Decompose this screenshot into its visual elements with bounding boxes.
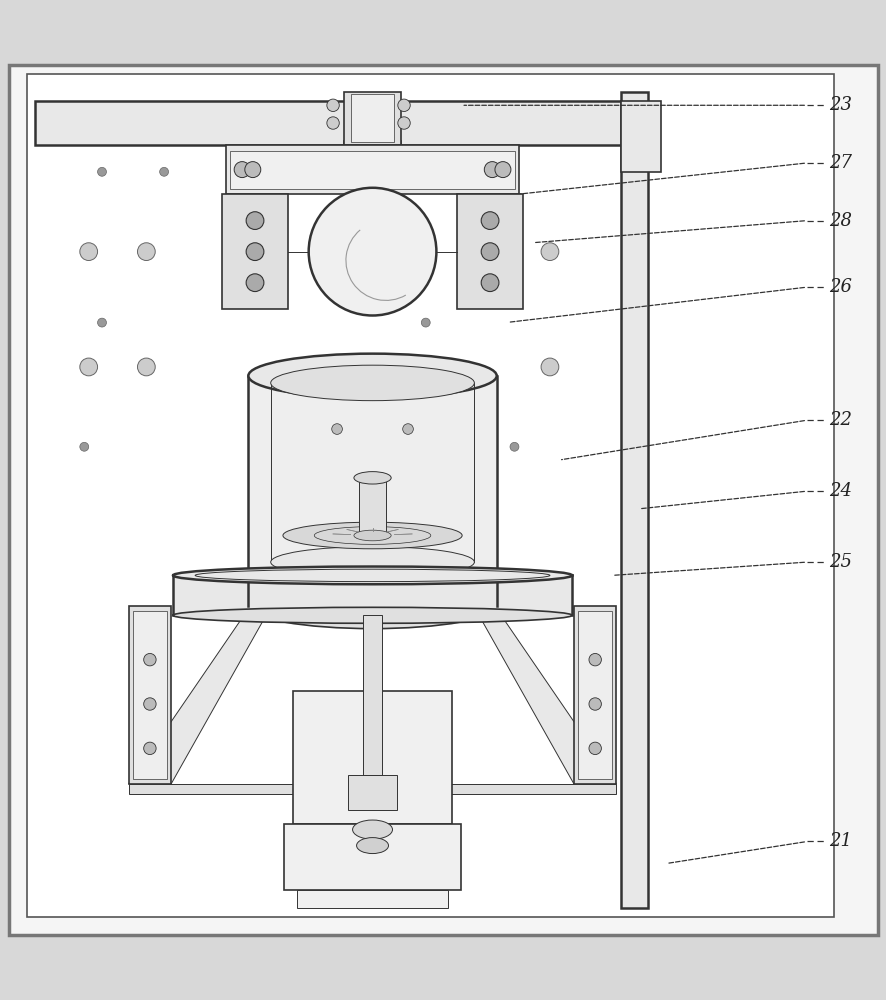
Circle shape: [308, 188, 436, 316]
Polygon shape: [128, 615, 266, 784]
Ellipse shape: [248, 584, 496, 629]
Circle shape: [326, 99, 338, 111]
Circle shape: [137, 358, 155, 376]
Circle shape: [588, 742, 601, 755]
Bar: [222, 194, 288, 309]
Ellipse shape: [173, 607, 571, 623]
Circle shape: [80, 243, 97, 261]
Circle shape: [144, 698, 156, 710]
Bar: [226, 145, 518, 194]
Circle shape: [245, 274, 263, 292]
Circle shape: [245, 243, 263, 261]
Bar: [362, 615, 382, 775]
Ellipse shape: [356, 838, 388, 854]
Ellipse shape: [248, 354, 496, 398]
Bar: [297, 890, 447, 908]
Circle shape: [144, 653, 156, 666]
Circle shape: [97, 167, 106, 176]
Circle shape: [588, 698, 601, 710]
Circle shape: [494, 162, 510, 178]
Text: 21: 21: [828, 832, 851, 850]
Bar: [578, 611, 611, 779]
Text: 27: 27: [828, 154, 851, 172]
Ellipse shape: [270, 365, 474, 401]
Circle shape: [480, 274, 498, 292]
Bar: [128, 606, 171, 784]
Circle shape: [509, 442, 518, 451]
Text: 22: 22: [828, 411, 851, 429]
Circle shape: [421, 318, 430, 327]
Circle shape: [245, 162, 260, 178]
Bar: [456, 194, 523, 309]
Ellipse shape: [270, 547, 474, 578]
Circle shape: [80, 358, 97, 376]
Text: 25: 25: [828, 553, 851, 571]
Bar: [347, 775, 396, 810]
Ellipse shape: [283, 522, 462, 549]
Bar: [620, 101, 660, 172]
Circle shape: [397, 117, 410, 129]
Bar: [353, 269, 392, 305]
Text: 24: 24: [828, 482, 851, 500]
Circle shape: [484, 162, 500, 178]
Bar: [381, 234, 397, 309]
Ellipse shape: [173, 567, 571, 584]
Circle shape: [540, 243, 558, 261]
Bar: [573, 606, 616, 784]
Bar: [133, 611, 167, 779]
Circle shape: [480, 212, 498, 229]
Bar: [248, 376, 496, 606]
Circle shape: [144, 742, 156, 755]
Circle shape: [588, 653, 601, 666]
Ellipse shape: [352, 820, 392, 839]
Circle shape: [97, 318, 106, 327]
Circle shape: [137, 243, 155, 261]
Bar: [173, 575, 571, 615]
Circle shape: [397, 99, 410, 111]
Bar: [128, 784, 616, 794]
Bar: [35, 101, 620, 145]
Bar: [343, 141, 400, 194]
Bar: [229, 151, 515, 189]
Ellipse shape: [354, 472, 391, 484]
Polygon shape: [478, 615, 616, 784]
Text: 23: 23: [828, 96, 851, 114]
Circle shape: [540, 358, 558, 376]
Circle shape: [245, 212, 263, 229]
Text: 28: 28: [828, 212, 851, 230]
Bar: [346, 234, 361, 309]
Circle shape: [402, 424, 413, 434]
Bar: [343, 92, 400, 145]
Circle shape: [159, 167, 168, 176]
Circle shape: [331, 424, 342, 434]
Circle shape: [80, 442, 89, 451]
Text: 26: 26: [828, 278, 851, 296]
Bar: [284, 824, 461, 890]
Circle shape: [326, 117, 338, 129]
Bar: [350, 94, 393, 142]
Bar: [292, 691, 452, 824]
Bar: [620, 92, 647, 908]
Circle shape: [234, 162, 250, 178]
Ellipse shape: [354, 530, 391, 541]
Circle shape: [480, 243, 498, 261]
Bar: [359, 478, 385, 535]
